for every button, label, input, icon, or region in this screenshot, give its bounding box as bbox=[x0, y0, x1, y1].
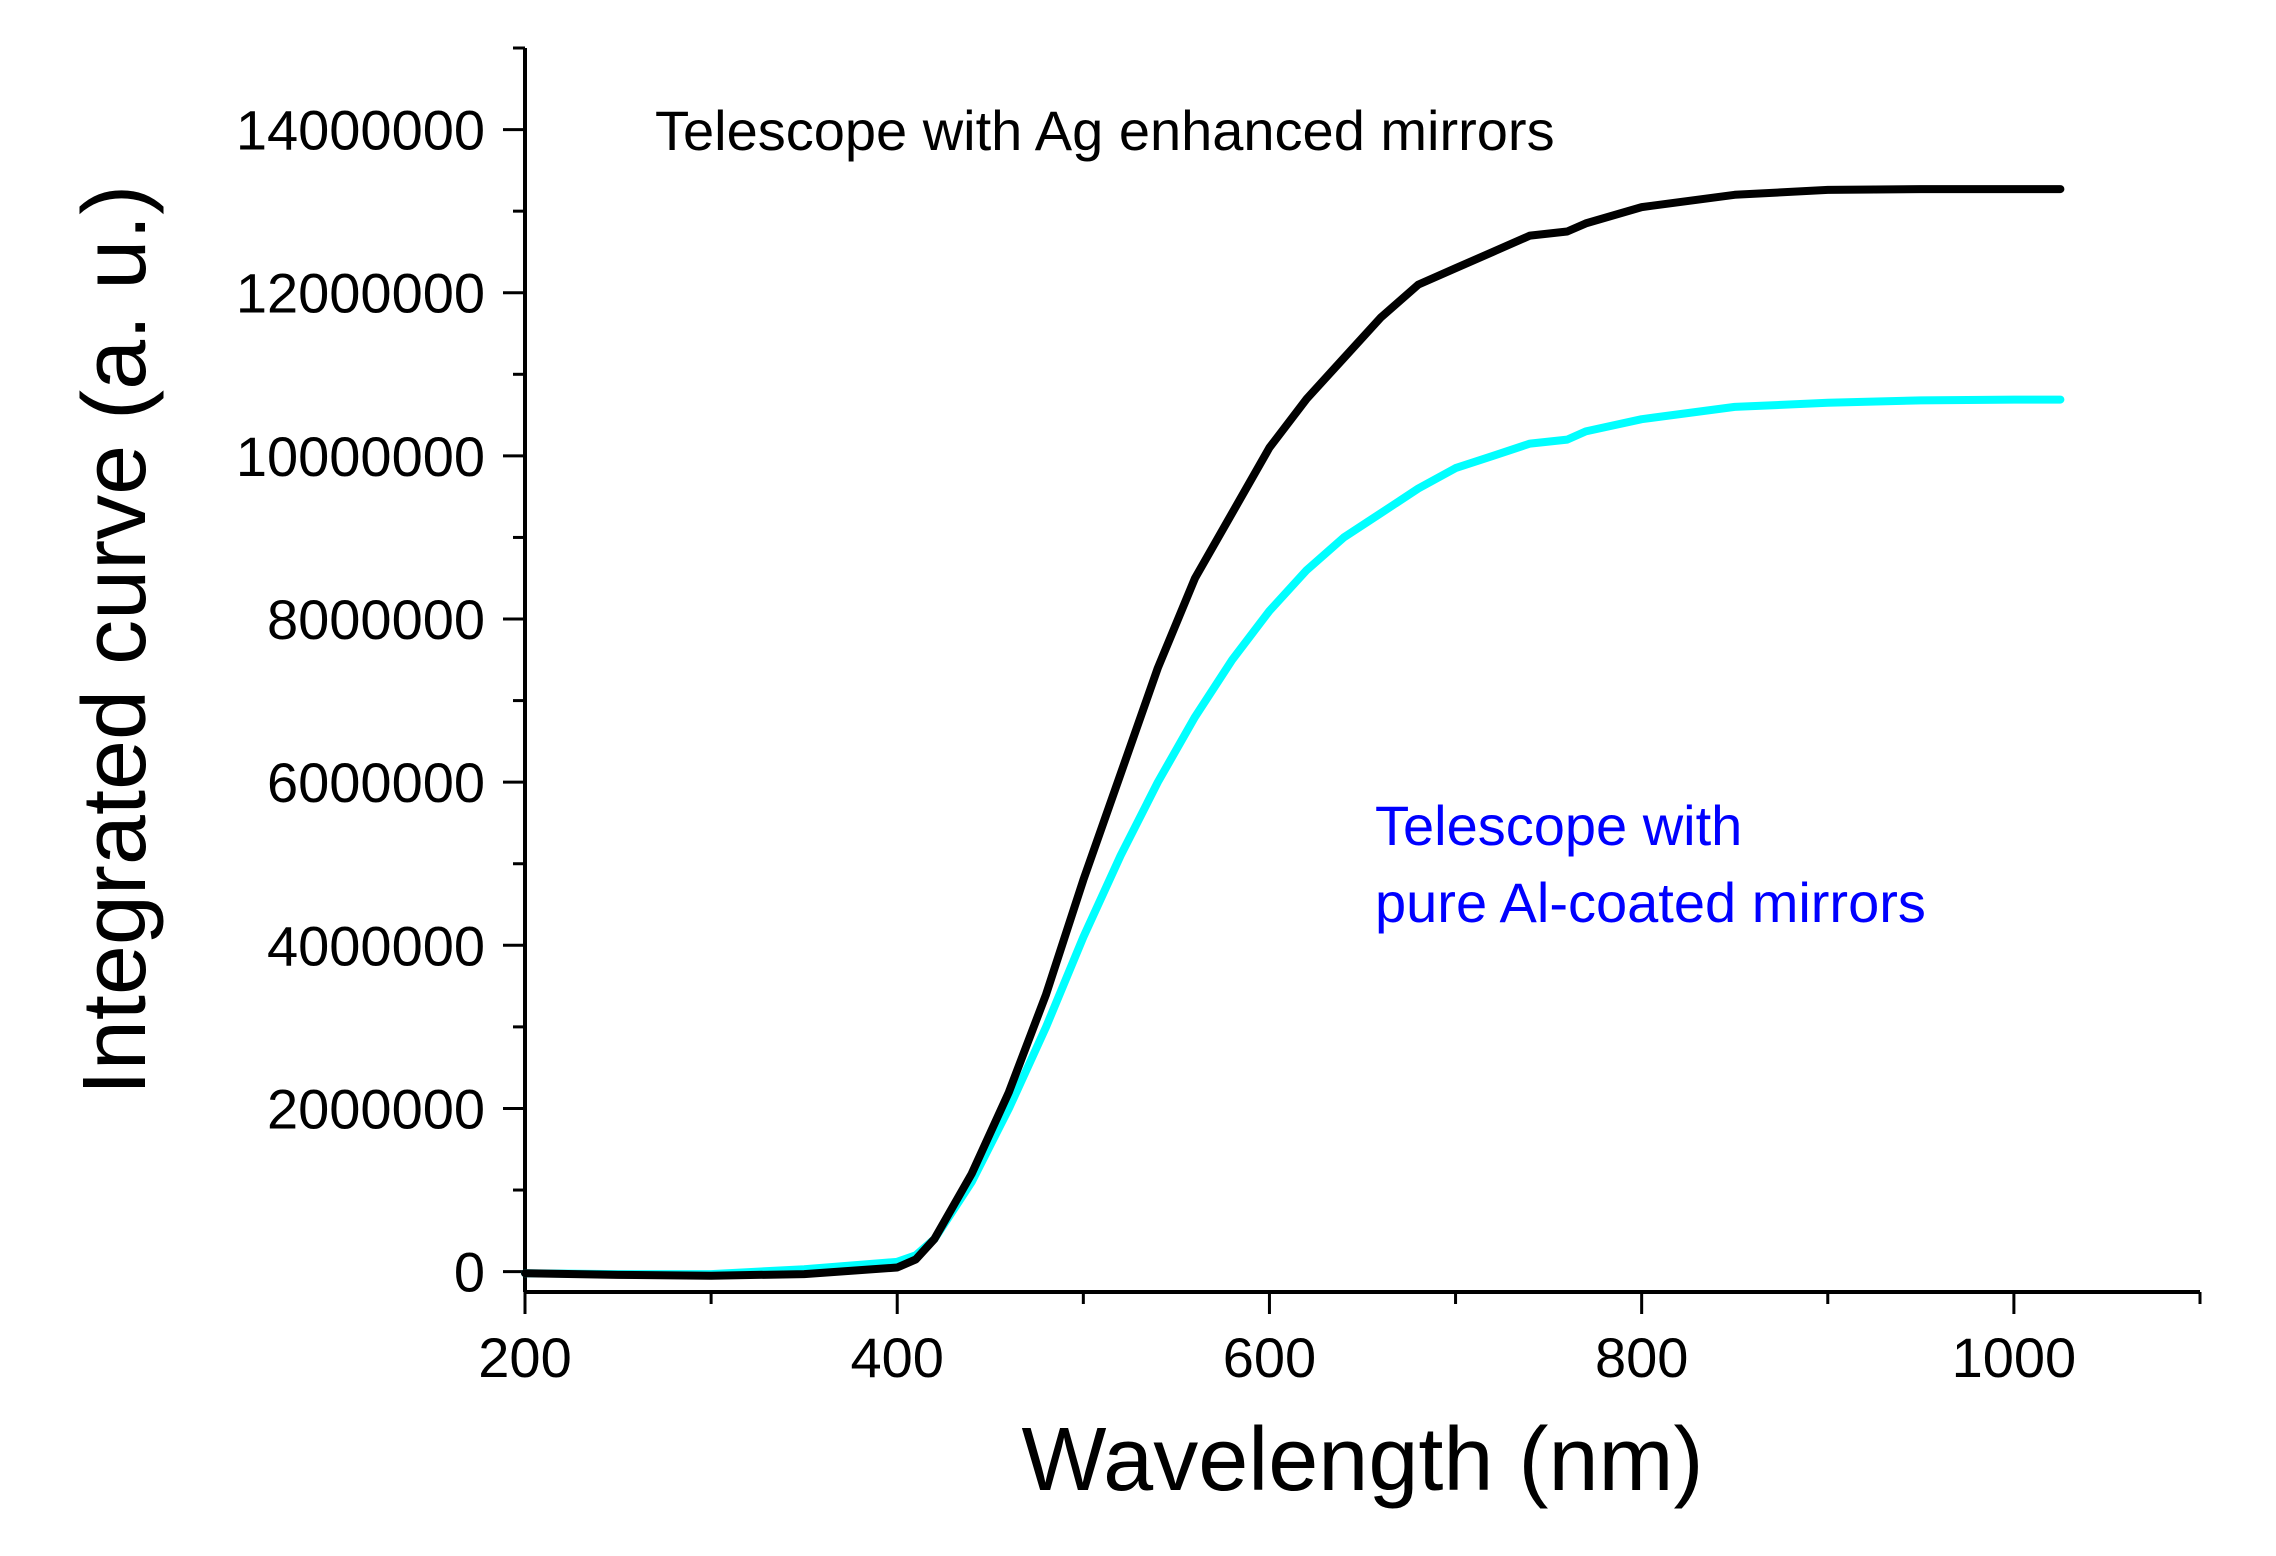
x-tick-label: 200 bbox=[478, 1326, 571, 1389]
y-tick-label: 8000000 bbox=[267, 588, 485, 651]
y-axis-title: Integrated curve (a. u.) bbox=[65, 185, 165, 1095]
y-tick-label: 2000000 bbox=[267, 1077, 485, 1140]
y-tick-label: 14000000 bbox=[236, 99, 485, 162]
y-tick-label: 0 bbox=[454, 1241, 485, 1304]
annotation-al-mirrors-line1: Telescope with bbox=[1375, 794, 1742, 857]
annotation-ag-mirrors: Telescope with Ag enhanced mirrors bbox=[655, 99, 1555, 162]
x-tick-label: 1000 bbox=[1952, 1326, 2077, 1389]
y-tick-label: 4000000 bbox=[267, 914, 485, 977]
x-axis-title: Wavelength (nm) bbox=[1022, 1410, 1704, 1510]
y-tick-label: 6000000 bbox=[267, 751, 485, 814]
x-tick-label: 800 bbox=[1595, 1326, 1688, 1389]
series-line-ag-mirrors bbox=[521, 185, 2065, 1280]
x-tick-label: 600 bbox=[1223, 1326, 1316, 1389]
series-line-al-mirrors bbox=[521, 395, 2065, 1279]
series-layer bbox=[521, 185, 2065, 1280]
axes: 200 400 600 800 1000 0 2000000 4000000 6000000 80… bbox=[236, 46, 2202, 1389]
annotation-al-mirrors-line2: pure Al-coated mirrors bbox=[1375, 871, 1926, 934]
y-tick-label: 10000000 bbox=[236, 425, 485, 488]
y-tick-label: 12000000 bbox=[236, 262, 485, 325]
x-tick-label: 400 bbox=[851, 1326, 944, 1389]
